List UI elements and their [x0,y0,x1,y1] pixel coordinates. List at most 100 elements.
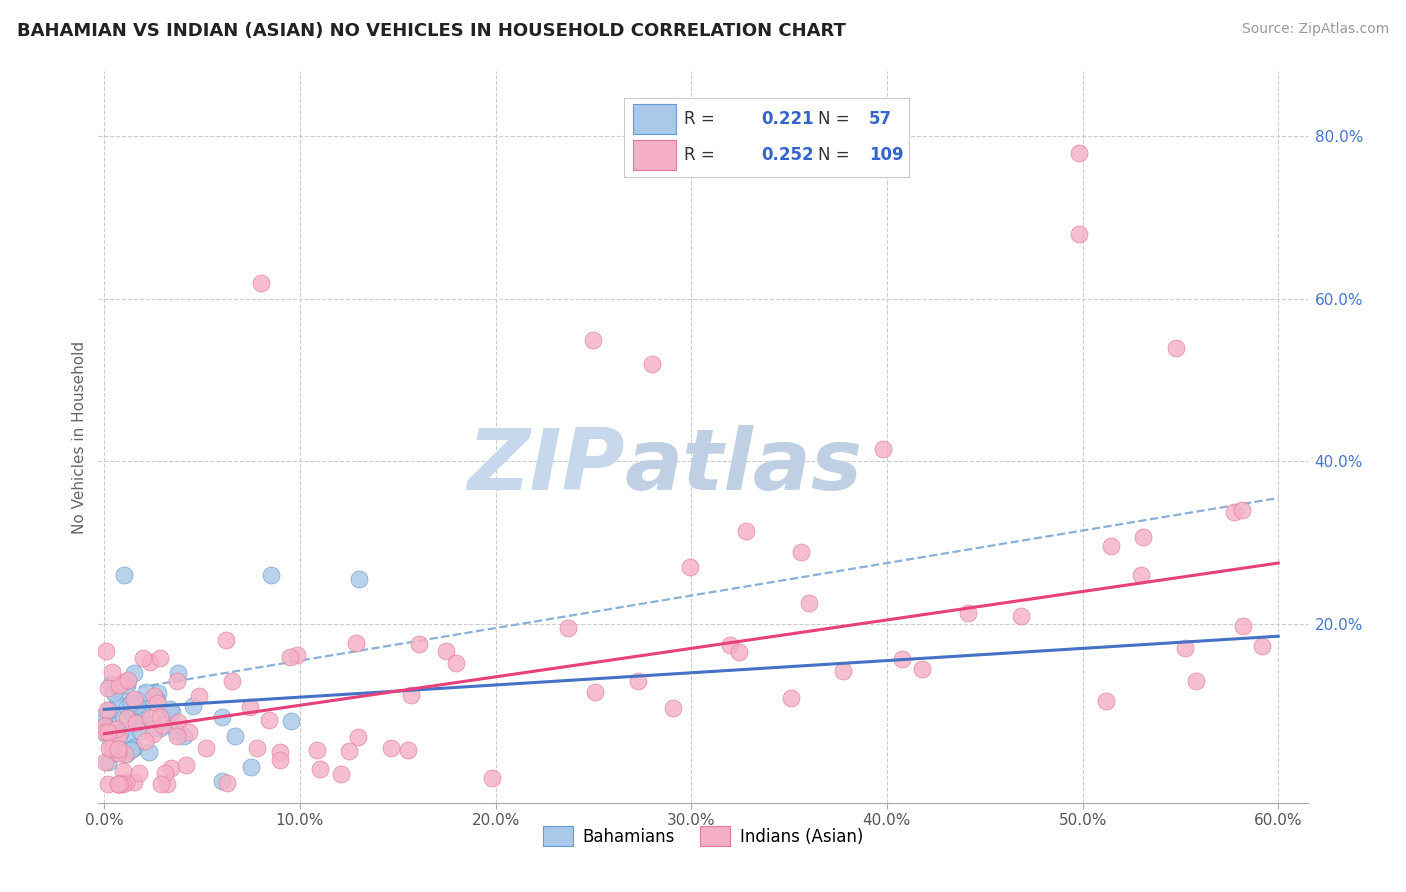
Point [156,709,179,723]
Point [111,675,134,690]
Point [215,633,238,648]
Point [872,442,894,457]
Point [152,718,174,732]
Point [124,739,146,754]
Legend: Bahamians, Indians (Asian): Bahamians, Indians (Asian) [536,820,870,853]
Point [305,743,328,757]
Point [160,761,183,775]
Point [188,690,211,704]
Point [122,692,145,706]
Point [224,729,246,743]
Point [103,686,125,700]
Point [98,702,121,716]
Point [211,774,233,789]
Point [250,276,273,290]
Point [107,777,129,791]
Text: Source: ZipAtlas.com: Source: ZipAtlas.com [1241,22,1389,37]
Text: BAHAMIAN VS INDIAN (ASIAN) NO VEHICLES IN HOUSEHOLD CORRELATION CHART: BAHAMIAN VS INDIAN (ASIAN) NO VEHICLES I… [17,22,846,40]
Point [105,698,128,712]
Point [94,756,117,770]
Point [98,740,121,755]
Point [101,665,124,680]
Point [110,741,132,756]
Point [280,714,302,728]
Point [1010,609,1032,624]
Point [239,700,262,714]
Point [97,724,120,739]
Point [97,721,120,735]
Point [434,644,457,658]
Point [1099,539,1122,553]
Point [166,714,188,729]
Point [160,705,183,719]
Point [129,704,152,718]
Point [408,636,430,650]
Point [143,689,166,703]
Point [344,636,367,650]
Point [269,753,291,767]
Point [166,674,188,689]
Point [112,764,135,778]
Point [1251,639,1274,653]
Point [107,746,129,760]
Point [120,696,142,710]
Point [115,678,138,692]
Point [173,729,195,743]
Point [121,709,143,723]
Point [259,713,281,727]
Point [107,678,129,692]
Point [107,777,129,791]
Point [149,777,172,791]
Point [115,711,138,725]
Point [122,666,145,681]
Point [779,691,801,706]
Point [329,767,352,781]
Point [159,702,181,716]
Point [481,771,503,785]
Point [446,656,468,670]
Point [718,638,741,652]
Point [155,766,177,780]
Point [138,745,160,759]
Point [117,673,139,688]
Point [156,777,179,791]
Point [259,568,281,582]
Point [1132,530,1154,544]
Point [132,698,155,712]
Point [149,651,172,665]
Point [831,665,853,679]
Point [108,684,131,698]
Point [174,757,197,772]
Point [94,719,117,733]
Point [132,650,155,665]
Point [557,621,579,635]
Point [97,777,120,791]
Point [285,648,308,663]
Point [1166,341,1188,355]
Point [278,650,301,665]
Point [121,742,143,756]
Point [221,674,243,689]
Point [957,606,980,620]
Point [128,766,150,780]
Point [100,742,122,756]
Point [108,726,131,740]
Point [112,777,135,791]
Point [181,698,204,713]
Point [105,746,128,760]
Point [135,685,157,699]
Point [96,703,118,717]
Point [347,730,370,744]
Point [337,744,360,758]
Point [215,775,238,789]
Point [890,652,912,666]
Point [728,645,751,659]
Point [108,777,131,791]
Point [94,725,117,739]
Point [1067,145,1090,160]
Point [107,777,129,791]
Point [149,722,172,736]
Point [347,572,370,586]
Point [112,568,135,582]
Point [127,698,149,712]
